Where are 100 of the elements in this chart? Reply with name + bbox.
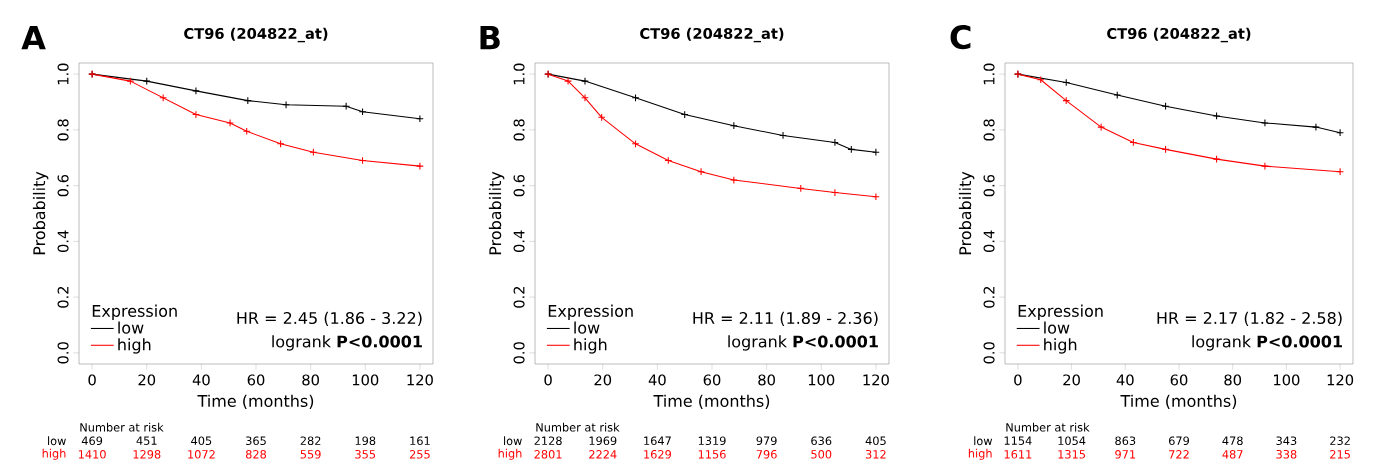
legend-label: high	[1044, 338, 1077, 354]
point	[581, 77, 589, 85]
text: 161	[410, 436, 430, 446]
point	[242, 127, 251, 136]
annotation: HR = 2.11 (1.89 - 2.36)	[693, 311, 878, 326]
x-tick-label: 100	[1274, 374, 1300, 386]
x-tick-label: 60	[703, 374, 721, 386]
y-tick-label: 1.0	[57, 63, 69, 85]
y-tick-label: 0.4	[57, 230, 69, 253]
x-tick-label: 120	[863, 374, 889, 386]
y-axis-title: Probability	[488, 171, 505, 255]
text: Number at risk	[80, 422, 164, 432]
text: 863	[1115, 436, 1136, 446]
point	[1336, 128, 1344, 137]
text: 1156	[698, 450, 726, 459]
point	[697, 167, 705, 176]
x-axis-title: Time (months)	[653, 394, 770, 409]
point	[631, 139, 640, 148]
point	[872, 148, 880, 157]
point	[1097, 123, 1105, 131]
x-tick-label: 40	[648, 374, 666, 386]
text: C	[950, 25, 971, 50]
legend-title: Expression	[548, 304, 633, 321]
y-tick-label: 0.0	[57, 342, 69, 364]
text: 469	[81, 436, 103, 446]
text: 232	[1330, 436, 1350, 446]
x-tick-label: 20	[138, 374, 156, 386]
text: 487	[1222, 450, 1243, 459]
point	[192, 110, 200, 119]
point	[1062, 96, 1071, 105]
point	[243, 96, 252, 105]
annotation: HR = 2.45 (1.86 - 3.22)	[237, 311, 422, 326]
text: 1611	[1004, 450, 1032, 459]
y-tick-label: 1.0	[983, 63, 995, 85]
y-axis-title: Probability	[32, 171, 49, 255]
text: 355	[355, 450, 376, 459]
text: 282	[300, 436, 321, 446]
point	[1113, 91, 1122, 99]
text: 1647	[644, 436, 671, 446]
x-axis-title: Time (months)	[197, 394, 314, 409]
y-tick-label: 0.4	[983, 230, 995, 253]
annotation: logrank P<0.0001	[1192, 335, 1342, 351]
text: 971	[1115, 450, 1136, 459]
point	[581, 93, 589, 102]
point	[631, 93, 640, 102]
text: low	[974, 436, 993, 446]
text: 451	[136, 436, 157, 445]
text: 1072	[188, 450, 215, 459]
chart-title: CT96 (204822_at)	[640, 27, 784, 43]
point	[796, 184, 805, 193]
point	[1212, 112, 1221, 120]
text: B	[480, 25, 500, 50]
text: Number at risk	[536, 422, 620, 432]
text: 500	[811, 450, 832, 459]
text: 679	[1168, 436, 1190, 446]
y-tick-label: 1.0	[513, 63, 525, 85]
text: 312	[865, 450, 886, 459]
point	[680, 110, 689, 119]
text: 796	[756, 450, 777, 459]
text: high	[42, 448, 66, 460]
legend-label: high	[118, 338, 151, 354]
chart-title: CT96 (204822_at)	[1107, 27, 1251, 43]
text: 343	[1276, 436, 1297, 446]
x-tick-label: 40	[1116, 374, 1134, 386]
annotation: logrank P<0.0001	[272, 335, 422, 351]
point	[1161, 145, 1170, 154]
text: 559	[300, 450, 321, 459]
y-tick-label: 0.2	[513, 286, 525, 308]
text: high	[498, 448, 522, 460]
point	[729, 176, 738, 184]
point	[358, 107, 367, 116]
point	[159, 93, 168, 102]
x-tick-label: 0	[1014, 374, 1022, 386]
point	[831, 138, 839, 147]
point	[282, 100, 290, 109]
legend-label: high	[574, 338, 607, 354]
text: 1969	[589, 436, 617, 446]
point	[358, 156, 367, 165]
text: 198	[355, 436, 376, 446]
x-tick-label: 60	[247, 374, 265, 386]
text: 2224	[589, 450, 617, 459]
chart-title: CT96 (204822_at)	[184, 27, 328, 43]
point	[142, 77, 151, 85]
x-tick-label: 80	[302, 374, 319, 386]
point	[1261, 119, 1269, 127]
text: 215	[1330, 450, 1350, 459]
text: 1319	[698, 436, 726, 446]
text: 365	[246, 436, 266, 446]
annotation: HR = 2.17 (1.82 - 2.58)	[1157, 311, 1342, 326]
point	[276, 139, 285, 148]
y-tick-label: 0.6	[983, 174, 995, 197]
text: low	[504, 436, 522, 446]
text: 478	[1222, 436, 1243, 446]
point	[126, 77, 135, 85]
point	[729, 121, 738, 130]
x-tick-label: 80	[758, 374, 775, 386]
point	[847, 145, 856, 154]
y-tick-label: 0.8	[513, 119, 525, 141]
y-tick-label: 0.6	[57, 174, 69, 197]
point	[664, 156, 673, 165]
